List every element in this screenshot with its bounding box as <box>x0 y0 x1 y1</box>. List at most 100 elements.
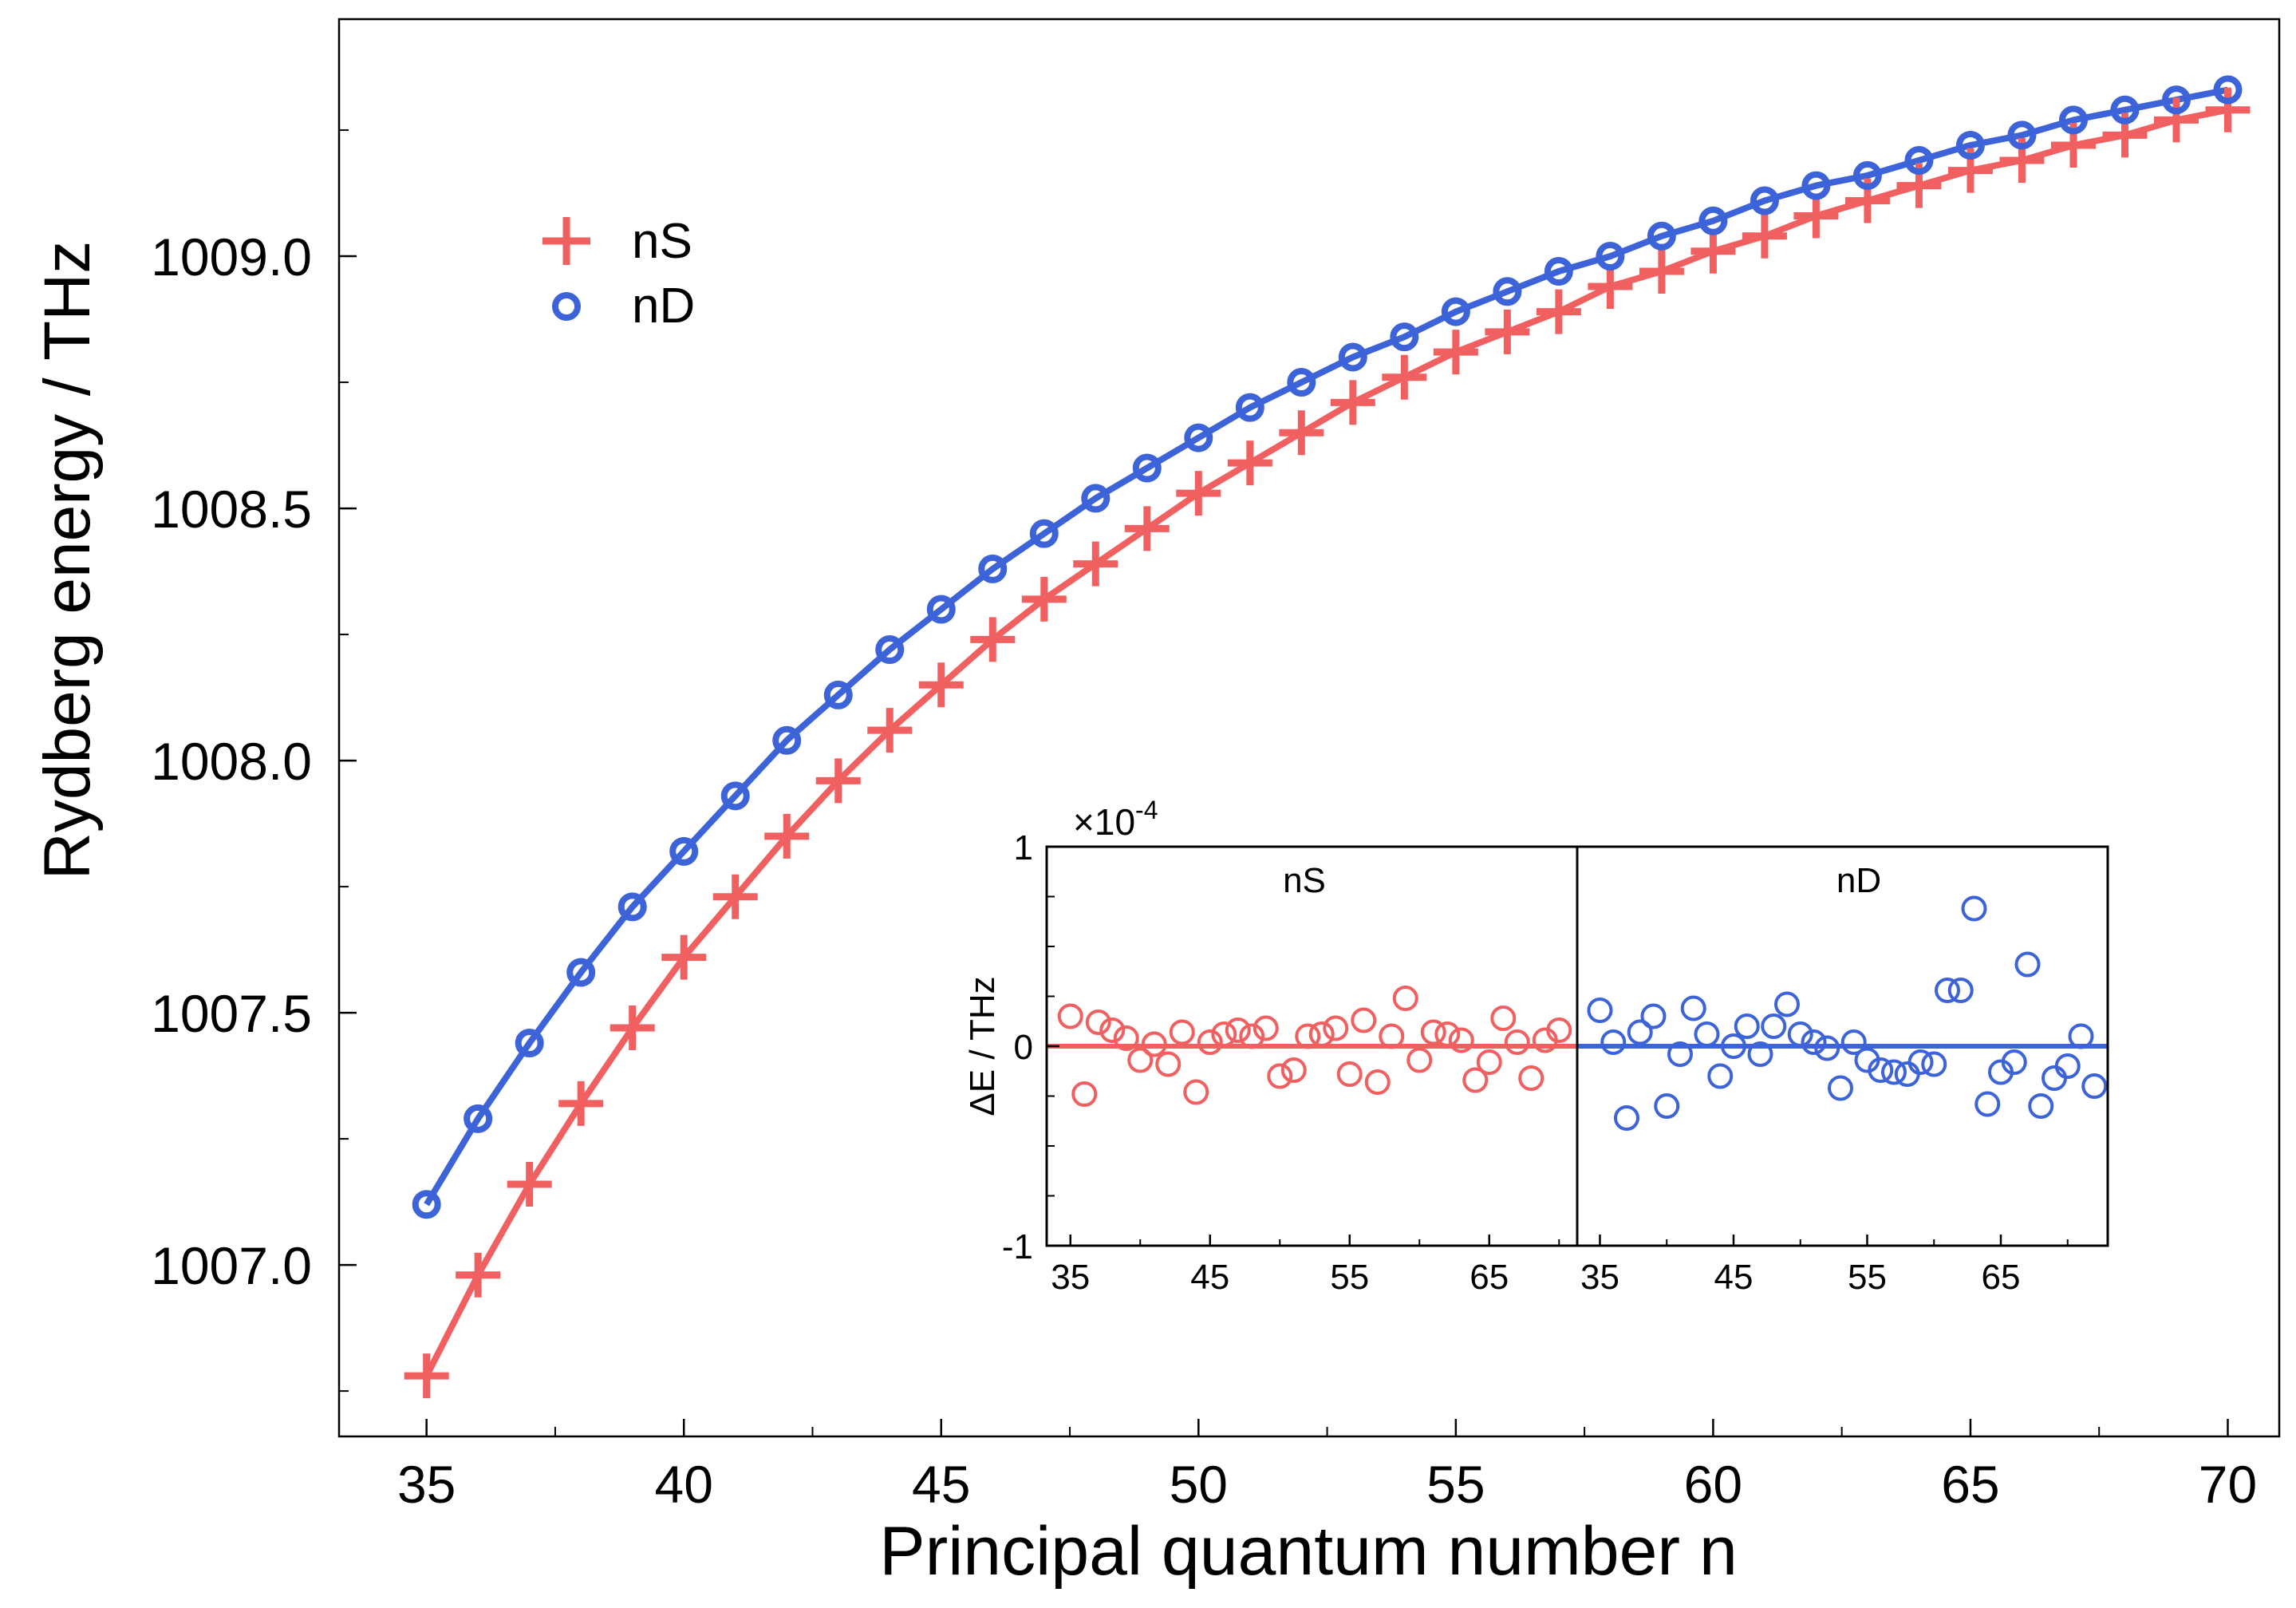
legend-label-nS: nS <box>632 214 692 269</box>
point-nD <box>617 892 647 922</box>
residual-point-nS <box>1490 1005 1517 1031</box>
inset-x-tick-label: 35 <box>1051 1258 1090 1297</box>
point-nD <box>1750 186 1779 215</box>
point-nS <box>1176 471 1221 516</box>
main-x-ticks: 35 40 45 50 55 60 65 70 <box>397 1419 2257 1514</box>
y-tick-label: 1009.0 <box>151 227 312 286</box>
residual-point-nD <box>2054 1053 2081 1079</box>
point-nD <box>1801 171 1831 200</box>
y-tick-label: 1008.5 <box>151 480 312 539</box>
y-tick-label: 1007.5 <box>151 984 312 1043</box>
residual-point-nD <box>1720 1033 1746 1059</box>
point-nS <box>456 1252 501 1298</box>
point-nD <box>1441 297 1470 326</box>
x-tick-label: 60 <box>1684 1455 1742 1514</box>
point-nD <box>1955 131 1985 160</box>
y-tick-label: 1008.0 <box>151 732 312 791</box>
point-nD <box>2161 85 2191 115</box>
residual-point-nD <box>1934 978 1960 1003</box>
inset-panel-label-nS: nS <box>1283 861 1326 900</box>
residual-point-nD <box>1787 1021 1813 1047</box>
residual-point-nS <box>1127 1047 1154 1073</box>
residual-point-nS <box>1113 1025 1139 1051</box>
residual-point-nS <box>1155 1051 1182 1077</box>
point-nD <box>669 836 699 866</box>
residual-point-nS <box>1462 1067 1489 1093</box>
inset-y-tick-label: 1 <box>1014 828 1033 867</box>
point-nS <box>507 1161 552 1207</box>
point-nS <box>1793 193 1839 239</box>
inset-y-tick-label: -1 <box>1002 1227 1033 1266</box>
residual-point-nS <box>1169 1019 1195 1045</box>
point-nS <box>1382 354 1427 400</box>
residual-point-nS <box>1211 1021 1237 1047</box>
residual-point-nS <box>1351 1007 1377 1033</box>
residual-point-nD <box>1868 1057 1894 1083</box>
residual-point-nD <box>2068 1023 2094 1049</box>
residual-point-nD <box>1801 1029 1827 1055</box>
point-nD <box>1132 453 1162 483</box>
residual-point-nS <box>1183 1079 1209 1105</box>
point-nS <box>1021 576 1067 622</box>
x-tick-label: 45 <box>912 1455 970 1514</box>
residual-point-nS <box>1518 1065 1544 1091</box>
inset-y-axis-title: ΔE / THz <box>963 976 1002 1116</box>
x-tick-label: 70 <box>2199 1455 2257 1514</box>
inset-x-tick-label: 35 <box>1580 1258 1619 1297</box>
residual-point-nD <box>1694 1021 1720 1047</box>
point-nD <box>823 680 853 709</box>
point-nD <box>1081 484 1111 513</box>
point-nD <box>1596 242 1625 271</box>
point-nD <box>1390 322 1419 352</box>
inset-x-tick-label: 65 <box>1982 1258 2021 1297</box>
residual-point-nS <box>1364 1069 1391 1095</box>
point-nS <box>558 1081 604 1126</box>
residual-point-nS <box>1071 1081 1098 1107</box>
residual-point-nS <box>1280 1057 1307 1083</box>
point-nS <box>1536 289 1581 334</box>
residual-point-nD <box>1947 978 1974 1003</box>
inset-panel-label-nD: nD <box>1836 861 1881 900</box>
main-y-ticks: 1007.0 1007.5 1008.0 1008.5 1009.0 <box>151 129 357 1393</box>
inset-x-tick-label: 55 <box>1330 1258 1369 1297</box>
point-nS <box>764 813 810 859</box>
point-nD <box>772 725 802 755</box>
residual-point-nS <box>1085 1009 1111 1035</box>
point-nS <box>1639 249 1684 294</box>
point-nD <box>1184 423 1213 452</box>
point-nD <box>2110 95 2140 124</box>
residual-point-nD <box>1921 1051 1947 1077</box>
residual-point-nS <box>1308 1021 1335 1047</box>
residual-point-nD <box>1880 1059 1907 1085</box>
point-nD <box>1493 277 1522 306</box>
y-tick-label: 1007.0 <box>151 1236 312 1295</box>
inset-y-tick-label: 0 <box>1014 1028 1033 1067</box>
residual-point-nS <box>1476 1049 1502 1075</box>
legend-label-nD: nD <box>632 279 695 334</box>
residual-point-nS <box>1392 986 1418 1011</box>
main-data-points <box>404 75 2251 1399</box>
main-y-axis-title: Rydberg energy / THz <box>31 241 104 880</box>
point-nD <box>875 635 905 665</box>
point-nS <box>2153 97 2199 143</box>
point-nS <box>1330 380 1375 425</box>
residual-point-nD <box>1961 895 1987 922</box>
x-tick-label: 40 <box>655 1455 713 1514</box>
residual-point-nD <box>1613 1105 1639 1131</box>
residual-point-nD <box>1840 1029 1867 1055</box>
residual-point-nS <box>1504 1029 1530 1055</box>
point-nS <box>1124 506 1170 551</box>
point-nD <box>1544 257 1573 286</box>
legend-marker-nD <box>552 292 581 321</box>
residual-point-nD <box>1640 1003 1667 1029</box>
point-nD <box>2058 105 2088 135</box>
point-nS <box>1433 330 1478 375</box>
point-nD <box>566 958 596 987</box>
point-nS <box>1073 541 1118 587</box>
point-nS <box>404 1353 449 1399</box>
residual-point-nS <box>1448 1027 1474 1053</box>
point-nD <box>1029 519 1059 548</box>
inset-data-points <box>1057 895 2108 1131</box>
